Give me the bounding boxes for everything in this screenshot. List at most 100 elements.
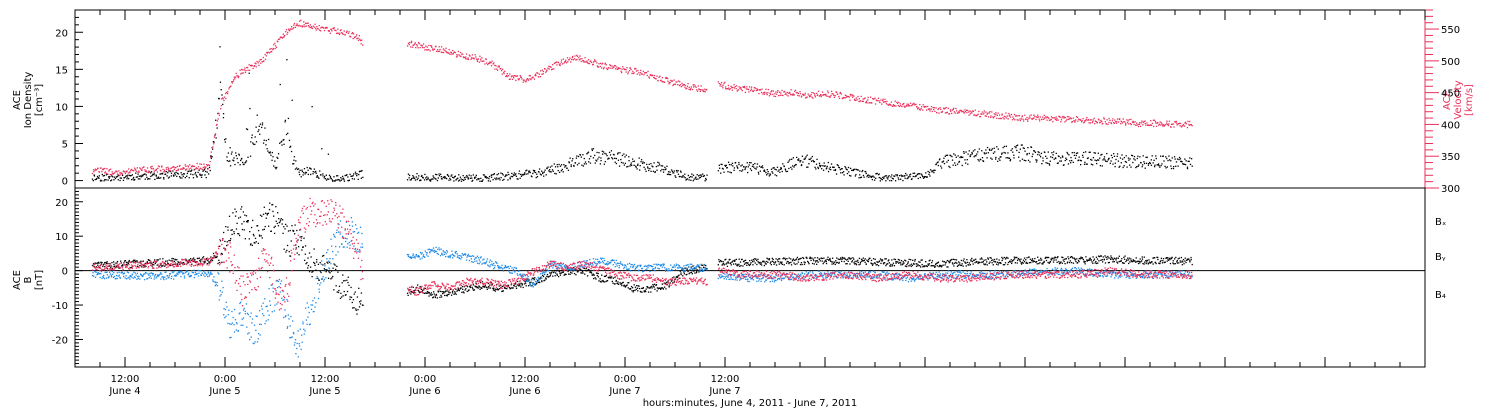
data-point	[548, 170, 550, 172]
data-point	[1139, 156, 1141, 158]
data-point	[160, 173, 162, 175]
data-point	[881, 178, 884, 181]
data-point	[896, 261, 898, 263]
data-point	[235, 155, 237, 157]
data-point	[565, 59, 567, 61]
data-point	[312, 25, 315, 27]
data-point	[232, 212, 234, 214]
velocity-tick-label: 400	[1441, 120, 1460, 131]
data-point	[854, 175, 857, 177]
data-point	[783, 257, 785, 259]
data-point	[932, 265, 934, 267]
data-point	[563, 274, 565, 276]
data-point	[759, 261, 761, 264]
data-point	[479, 288, 481, 291]
data-point	[137, 173, 139, 175]
data-point	[989, 111, 991, 113]
data-point	[357, 309, 359, 311]
data-point	[1066, 262, 1068, 264]
data-point	[1065, 257, 1067, 260]
data-point	[867, 260, 869, 262]
data-point	[425, 177, 427, 179]
data-point	[639, 72, 642, 74]
data-point	[692, 84, 694, 86]
data-point	[777, 90, 779, 92]
data-point	[627, 165, 629, 168]
data-point	[799, 91, 801, 93]
data-point	[165, 264, 168, 266]
data-point	[1088, 151, 1090, 153]
data-point	[641, 162, 644, 165]
data-point	[746, 86, 748, 88]
data-point	[1123, 256, 1125, 259]
data-point	[112, 276, 115, 278]
data-point	[185, 258, 187, 260]
data-point	[951, 262, 954, 264]
data-point	[408, 174, 411, 177]
data-point	[264, 53, 266, 56]
data-point	[991, 111, 993, 113]
data-point	[954, 164, 957, 166]
data-point	[667, 173, 670, 175]
data-point	[1064, 159, 1066, 162]
data-point	[785, 170, 787, 173]
data-point	[222, 116, 225, 119]
data-point	[679, 81, 681, 83]
data-point	[1149, 261, 1151, 263]
data-point	[155, 168, 158, 170]
data-point	[337, 28, 339, 30]
data-point	[891, 177, 894, 180]
data-point	[119, 177, 121, 179]
data-point	[673, 281, 676, 283]
data-point	[809, 95, 811, 97]
data-point	[440, 296, 443, 298]
data-point	[1010, 113, 1013, 116]
data-point	[278, 38, 281, 40]
data-point	[884, 98, 886, 101]
data-point	[585, 267, 587, 270]
data-point	[807, 260, 809, 263]
data-point	[969, 264, 972, 266]
data-point	[1037, 114, 1039, 116]
data-point	[1035, 161, 1038, 163]
data-point	[890, 179, 893, 182]
data-point	[703, 266, 705, 269]
data-point	[448, 48, 450, 51]
data-point	[301, 246, 304, 248]
data-point	[772, 90, 774, 92]
data-point	[869, 96, 872, 98]
data-point	[916, 263, 918, 265]
data-point	[615, 279, 618, 282]
data-point	[620, 161, 623, 164]
data-point	[170, 167, 172, 170]
data-point	[1072, 117, 1075, 119]
data-point	[204, 167, 206, 169]
data-point	[315, 170, 317, 173]
data-point	[1024, 114, 1026, 116]
velocity-axis-label-line2: Velocity	[1453, 80, 1464, 119]
data-point	[1161, 123, 1163, 125]
data-point	[331, 277, 333, 279]
data-point	[505, 75, 507, 78]
data-point	[799, 93, 802, 95]
data-point	[671, 80, 673, 82]
data-point	[623, 285, 625, 287]
data-point	[1008, 115, 1010, 117]
data-point	[663, 81, 666, 83]
data-point	[118, 174, 120, 177]
data-point	[179, 175, 181, 178]
data-point	[201, 174, 203, 176]
data-point	[225, 97, 227, 100]
data-point	[803, 263, 806, 265]
data-point	[216, 123, 218, 126]
data-point	[632, 72, 634, 75]
data-point	[999, 117, 1001, 120]
data-point	[637, 164, 639, 167]
data-point	[1042, 263, 1044, 265]
data-point	[427, 291, 430, 293]
data-point	[465, 53, 468, 55]
data-point	[580, 156, 582, 158]
data-point	[1023, 147, 1025, 150]
data-point	[621, 282, 624, 284]
data-point	[411, 291, 413, 294]
